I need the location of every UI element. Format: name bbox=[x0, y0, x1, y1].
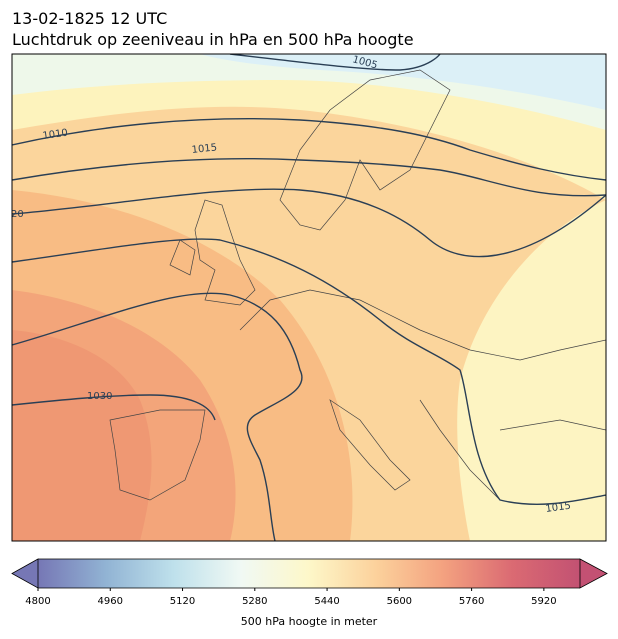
colorbar-tick-label: 5760 bbox=[459, 596, 484, 607]
map-frame bbox=[11, 53, 607, 542]
isobar-label: 1030 bbox=[87, 391, 112, 402]
colorbar-extend-low bbox=[11, 558, 39, 589]
field-band bbox=[457, 200, 606, 541]
isobar bbox=[12, 292, 303, 541]
colorbar-tick-label: 5440 bbox=[314, 596, 339, 607]
isobar bbox=[12, 238, 606, 505]
colorbar-label: 500 hPa hoogte in meter bbox=[241, 615, 378, 628]
isobar bbox=[12, 394, 216, 421]
colorbar-tick-label: 5600 bbox=[387, 596, 412, 607]
title-date: 13-02-1825 12 UTC bbox=[12, 9, 167, 28]
coastline bbox=[169, 199, 256, 306]
coastline bbox=[109, 409, 206, 501]
colorbar-tick-label: 5280 bbox=[242, 596, 267, 607]
map: 1005 1010 1015 20 1030 1015 bbox=[11, 54, 606, 541]
coastline bbox=[239, 289, 606, 501]
colorbar-tick-label: 4800 bbox=[25, 596, 50, 607]
colorbar-tick-label: 5120 bbox=[170, 596, 195, 607]
isobar bbox=[229, 54, 441, 71]
coastline bbox=[279, 69, 451, 231]
isobar-label: 20 bbox=[11, 209, 24, 220]
isobar bbox=[12, 118, 606, 181]
colorbar-frame bbox=[38, 558, 580, 589]
colorbar-scale bbox=[38, 559, 580, 588]
colorbar-tick-label: 5920 bbox=[531, 596, 556, 607]
coastline bbox=[329, 399, 411, 491]
isobar bbox=[12, 158, 606, 197]
title: Luchtdruk op zeeniveau in hPa en 500 hPa… bbox=[12, 30, 414, 49]
colorbar-tick-label: 4960 bbox=[98, 596, 123, 607]
isobar-label: 1015 bbox=[545, 501, 572, 515]
colorbar: 4800 4960 5120 5280 5440 5600 5760 5920 bbox=[11, 558, 608, 607]
isobar bbox=[12, 188, 606, 258]
field-band bbox=[200, 54, 606, 110]
isobar-label: 1015 bbox=[191, 142, 217, 156]
field-band bbox=[12, 330, 152, 541]
colorbar-extend-high bbox=[579, 558, 608, 589]
isobar-label: 1010 bbox=[42, 128, 69, 142]
